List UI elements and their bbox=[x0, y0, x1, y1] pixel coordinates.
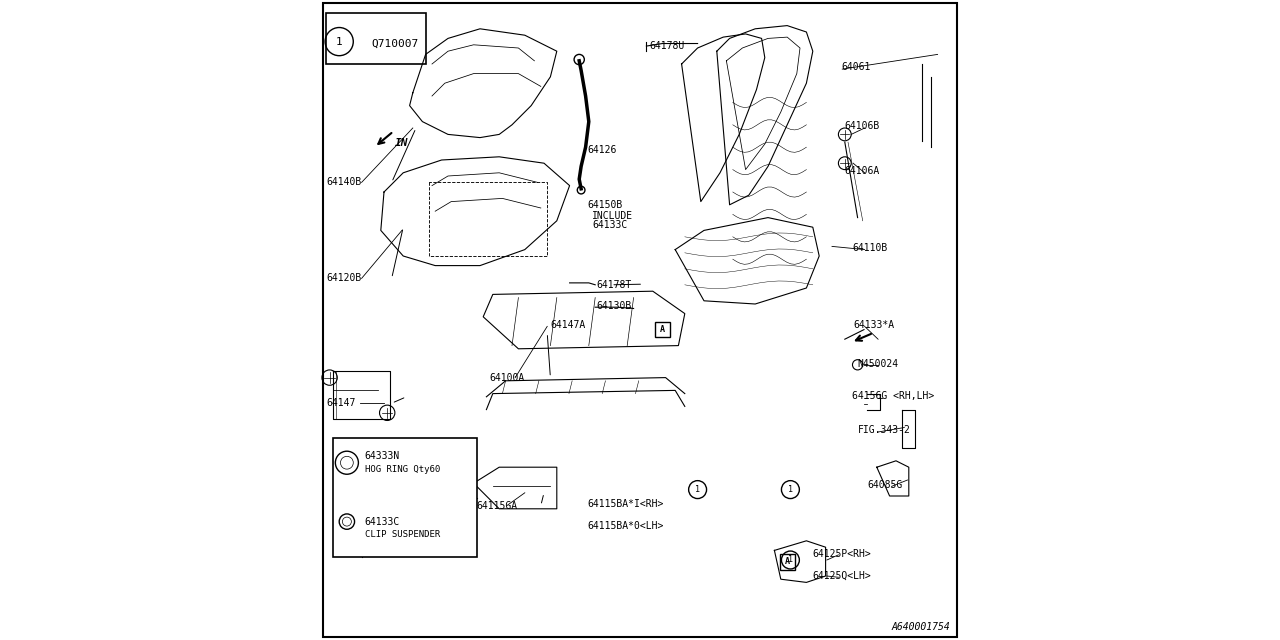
Text: 64106A: 64106A bbox=[845, 166, 881, 176]
Text: FIG.343-2: FIG.343-2 bbox=[858, 425, 910, 435]
Text: A: A bbox=[660, 325, 664, 334]
Text: 1: 1 bbox=[788, 485, 792, 494]
Text: 64115GA: 64115GA bbox=[477, 500, 518, 511]
Bar bbox=[326, 13, 425, 64]
Text: 64106B: 64106B bbox=[845, 121, 881, 131]
Bar bbox=[655, 322, 671, 337]
Text: HOG RING Qty60: HOG RING Qty60 bbox=[365, 465, 440, 474]
Text: 64110B: 64110B bbox=[852, 243, 888, 253]
Text: 64133*A: 64133*A bbox=[854, 320, 895, 330]
Bar bbox=[333, 438, 477, 557]
Text: 64126: 64126 bbox=[588, 145, 617, 156]
Text: 64178U: 64178U bbox=[650, 41, 685, 51]
Text: 64133C: 64133C bbox=[365, 516, 401, 527]
Text: Q710007: Q710007 bbox=[371, 38, 419, 49]
Text: 64130B: 64130B bbox=[596, 301, 632, 311]
Text: 64115BA*0<LH>: 64115BA*0<LH> bbox=[588, 521, 664, 531]
Text: 64120B: 64120B bbox=[326, 273, 362, 284]
Text: 64147A: 64147A bbox=[550, 320, 586, 330]
Text: 64178T: 64178T bbox=[596, 280, 632, 290]
Text: 64133C: 64133C bbox=[591, 220, 627, 230]
Text: 64147: 64147 bbox=[326, 398, 356, 408]
Text: 1: 1 bbox=[335, 36, 343, 47]
Text: 64085G: 64085G bbox=[868, 480, 902, 490]
Text: INCLUDE: INCLUDE bbox=[591, 211, 634, 221]
Text: 64156G <RH,LH>: 64156G <RH,LH> bbox=[852, 390, 934, 401]
Text: N450024: N450024 bbox=[858, 358, 899, 369]
Text: IN: IN bbox=[394, 138, 408, 148]
Text: 64100A: 64100A bbox=[490, 372, 525, 383]
Text: 64125P<RH>: 64125P<RH> bbox=[813, 548, 872, 559]
Text: 64140B: 64140B bbox=[326, 177, 362, 188]
Text: 64115BA*I<RH>: 64115BA*I<RH> bbox=[588, 499, 664, 509]
Text: 1: 1 bbox=[788, 556, 792, 564]
Text: CLIP SUSPENDER: CLIP SUSPENDER bbox=[365, 530, 440, 539]
Text: 64150B: 64150B bbox=[588, 200, 623, 210]
Text: 64333N: 64333N bbox=[365, 451, 401, 461]
Bar bbox=[780, 554, 795, 570]
Text: A640001754: A640001754 bbox=[892, 622, 950, 632]
Text: 1: 1 bbox=[695, 485, 700, 494]
Text: 64125Q<LH>: 64125Q<LH> bbox=[813, 571, 872, 581]
Text: A: A bbox=[785, 557, 790, 566]
Text: 64061: 64061 bbox=[842, 62, 870, 72]
